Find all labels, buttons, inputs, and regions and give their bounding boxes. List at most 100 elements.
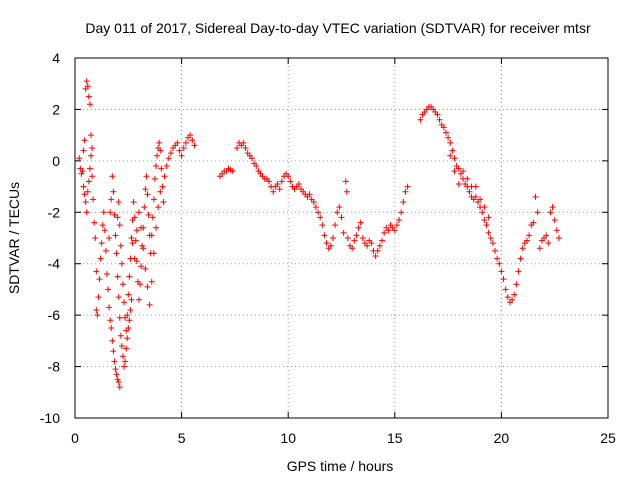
data-point [530,219,537,226]
data-point [451,155,458,162]
data-point [153,163,160,169]
data-point [97,255,104,262]
data-point [96,276,103,283]
data-point [368,240,375,247]
data-point [517,255,524,262]
data-point [504,294,511,301]
data-point [451,168,458,175]
data-point [449,147,456,154]
data-point [357,219,364,226]
data-point [321,232,328,239]
data-point [481,217,488,223]
data-point [553,227,560,234]
data-point [455,165,462,172]
data-point [351,237,358,244]
data-point [84,188,91,195]
data-point [86,101,93,108]
plot-frame [74,57,609,419]
data-point [109,173,116,180]
data-point [111,211,118,218]
x-tick-label: 10 [280,430,296,446]
y-tick-labels: 4 2 0 -2 -4 -6 -8 -10 [40,50,60,426]
data-point [124,312,131,319]
data-point [242,145,249,151]
data-point [287,178,294,185]
data-point [142,265,149,272]
data-point [114,273,121,280]
data-point [163,163,170,169]
data-point [89,145,96,151]
data-point [385,227,392,234]
data-point [86,165,93,172]
data-point [404,183,411,190]
y-tick-label: -2 [48,204,61,220]
data-point [534,209,541,216]
data-point [355,224,362,231]
data-point [121,299,128,306]
data-point [334,209,341,216]
data-point [128,296,135,303]
data-point [150,196,157,203]
data-point [191,142,198,149]
data-point [494,255,501,262]
data-point [336,204,343,211]
data-point [116,314,123,321]
data-point [124,335,131,342]
data-point [106,235,113,241]
data-point [315,209,322,216]
data-point [129,240,136,247]
data-point [81,191,88,198]
data-point [317,214,324,221]
data-point [119,353,126,360]
data-point [464,175,471,182]
data-point [82,199,89,205]
data-point [372,253,379,259]
data-point [374,247,381,254]
data-point [95,294,102,301]
data-point [460,168,467,175]
data-point [148,278,155,285]
y-tick-label: -6 [48,307,61,323]
data-point [114,214,121,221]
data-point [536,245,543,252]
data-point [323,240,330,247]
data-point [310,199,317,205]
data-point [125,291,132,298]
data-point [126,273,133,280]
data-point [327,242,334,249]
data-point [155,204,162,211]
data-point [329,235,336,241]
data-point [114,376,121,383]
data-point [117,332,124,339]
data-point [511,291,518,298]
data-point [83,78,90,85]
data-point [472,193,479,200]
data-point [487,235,494,241]
data-point [153,224,160,231]
data-point [78,170,85,177]
data-point [278,178,285,185]
data-point [359,235,366,241]
data-point [344,235,351,241]
data-point [107,209,114,216]
data-point [229,168,236,175]
data-point [92,235,99,241]
x-tick-label: 25 [600,430,616,446]
data-point [133,227,140,234]
data-point [342,178,349,185]
data-point [551,217,558,223]
data-point [119,281,126,288]
data-point [90,196,97,203]
data-point [156,139,163,146]
data-point [106,304,113,311]
x-tick-label: 20 [494,430,510,446]
data-point [143,173,150,180]
data-point [112,232,119,239]
data-point [87,152,94,159]
data-point [234,145,241,151]
data-point [135,296,142,303]
data-point [381,229,388,236]
data-point [398,209,405,216]
y-tick-label: 0 [52,153,60,169]
